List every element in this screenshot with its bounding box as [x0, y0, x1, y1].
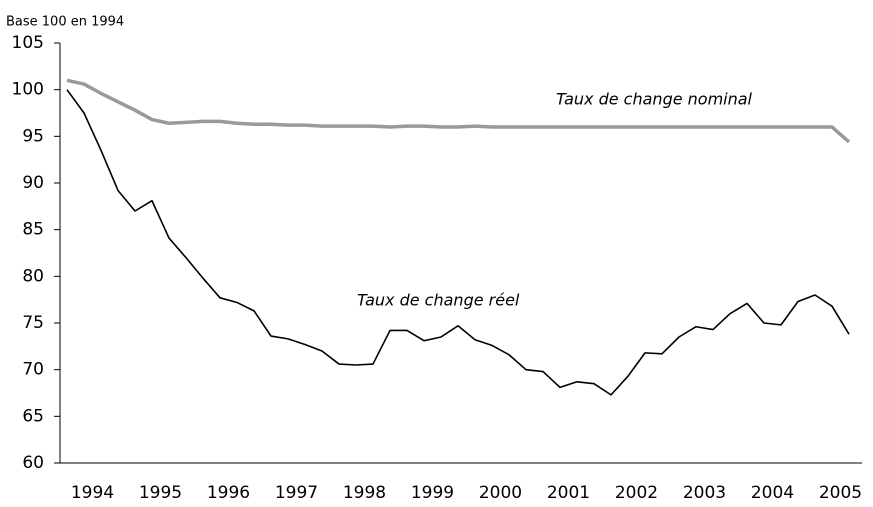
x-tick-label: 2004	[751, 483, 794, 503]
x-tick-label: 1995	[139, 483, 182, 503]
y-axis-label: Base 100 en 1994	[6, 15, 124, 30]
line	[66, 78, 851, 144]
y-tick-label: 70	[22, 360, 44, 380]
series-label: Taux de change réel	[357, 291, 520, 310]
y-tick-label: 75	[22, 313, 44, 333]
y-tick-label: 80	[22, 266, 44, 286]
x-tick-label: 2005	[819, 483, 862, 503]
x-tick-label: 1994	[71, 483, 114, 503]
y-tick-label: 85	[22, 220, 44, 240]
x-tick-label: 1997	[275, 483, 318, 503]
line	[66, 89, 850, 396]
series-label: Taux de change nominal	[556, 90, 753, 109]
x-tick-label: 1999	[411, 483, 454, 503]
y-tick-label: 60	[22, 453, 44, 473]
x-tick-label: 1996	[207, 483, 250, 503]
x-tick-label: 2000	[479, 483, 522, 503]
x-tick-label: 2003	[683, 483, 726, 503]
x-tick-label: 1998	[343, 483, 386, 503]
x-tick-label: 2002	[615, 483, 658, 503]
y-tick-label: 95	[22, 126, 44, 146]
y-tick-label: 105	[12, 33, 44, 53]
x-tick-label: 2001	[547, 483, 590, 503]
y-tick-label: 65	[22, 406, 44, 426]
y-tick-label: 90	[22, 173, 44, 193]
y-tick-label: 100	[12, 80, 44, 100]
